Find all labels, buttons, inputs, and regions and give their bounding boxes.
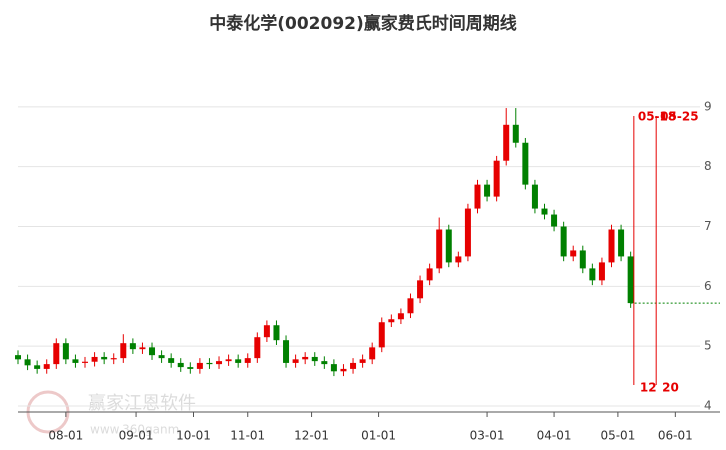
candle-body — [187, 367, 194, 369]
candle-body — [177, 362, 184, 368]
candle-body — [15, 355, 21, 360]
candle-body — [82, 361, 89, 363]
y-tick-label: 4 — [704, 399, 712, 413]
candle-body — [254, 337, 261, 359]
x-tick-label: 06-01 — [658, 429, 693, 443]
candle-body — [149, 347, 156, 356]
candle-body — [158, 355, 165, 359]
candle-body — [464, 208, 471, 257]
candle-body — [627, 256, 634, 304]
candle-body — [522, 142, 529, 185]
x-tick-label: 04-01 — [537, 429, 572, 443]
candle-body — [570, 250, 577, 257]
candle-body — [484, 184, 491, 197]
candle-body — [206, 362, 213, 365]
y-tick-label: 5 — [704, 339, 712, 353]
candle-body — [378, 322, 385, 348]
candle-body — [551, 214, 558, 227]
candle-body — [321, 361, 328, 365]
watermark-text: 赢家江恩软件 — [88, 392, 196, 414]
candle-body — [541, 208, 548, 215]
candle-body — [235, 359, 242, 363]
candle-body — [225, 359, 232, 362]
candle-body — [273, 325, 280, 341]
x-tick-label: 03-01 — [470, 429, 505, 443]
candle-body — [34, 365, 41, 369]
candle-body — [263, 325, 270, 338]
x-tick-label: 11-01 — [230, 429, 265, 443]
x-tick-label: 01-01 — [361, 429, 396, 443]
candle-body — [340, 368, 347, 372]
candle-body — [579, 250, 586, 269]
candle-body — [359, 359, 366, 363]
candle-body — [72, 359, 79, 363]
candle-body — [455, 256, 462, 263]
watermark: 赢家江恩软件 www.360ganm — [26, 390, 196, 437]
candle-body — [608, 229, 615, 263]
candle-body — [110, 358, 117, 360]
candle-body — [62, 343, 69, 360]
candle-body — [302, 356, 309, 360]
candle-body — [426, 268, 433, 281]
candle-body — [417, 280, 424, 299]
candle-body — [196, 362, 203, 369]
candle-body — [101, 356, 108, 360]
candle-body — [493, 160, 500, 197]
candle-body — [168, 358, 175, 363]
x-tick-label: 08-01 — [48, 429, 83, 443]
watermark-url: www.360ganm — [90, 423, 179, 437]
time-line-count: 20 — [662, 381, 679, 395]
y-tick-label: 7 — [704, 219, 712, 233]
time-line-date: 05-18 — [638, 110, 676, 124]
candle-body — [292, 359, 299, 363]
candle-body — [369, 347, 376, 360]
candle-body — [53, 343, 60, 365]
candle-body — [350, 362, 357, 369]
candle-body — [120, 343, 127, 359]
candle-body — [407, 298, 414, 314]
candle-body — [388, 319, 395, 323]
candle-body — [330, 364, 337, 372]
chart-title: 中泰化学(002092)赢家费氏时间周期线 — [209, 13, 517, 34]
time-line-count: 12 — [640, 381, 657, 395]
candle-body — [618, 229, 625, 257]
candle-body — [397, 313, 404, 320]
candle-body — [474, 184, 481, 209]
candle-body — [43, 364, 50, 369]
candle-body — [445, 229, 452, 263]
candle-body — [129, 343, 136, 350]
candle-body — [283, 340, 290, 363]
y-tick-label: 9 — [704, 99, 712, 113]
candle-body — [503, 124, 510, 161]
candle-body — [91, 356, 98, 362]
candle-body — [139, 347, 146, 350]
y-tick-label: 8 — [704, 159, 712, 173]
x-tick-label: 09-01 — [119, 429, 154, 443]
x-tick-label: 05-01 — [600, 429, 635, 443]
candle-body — [244, 358, 251, 363]
x-tick-label: 10-01 — [176, 429, 211, 443]
candle-body — [560, 226, 567, 257]
candle-body — [531, 184, 538, 209]
x-tick-label: 12-01 — [294, 429, 329, 443]
candle-body — [24, 359, 31, 366]
candle-body — [216, 361, 223, 365]
candle-body — [311, 356, 318, 362]
candle-body — [598, 262, 605, 281]
candle-body — [512, 124, 519, 143]
y-tick-label: 6 — [704, 279, 712, 293]
time-line-date: 05-25 — [660, 110, 698, 124]
candle-body — [589, 268, 596, 281]
candle-body — [436, 229, 443, 269]
